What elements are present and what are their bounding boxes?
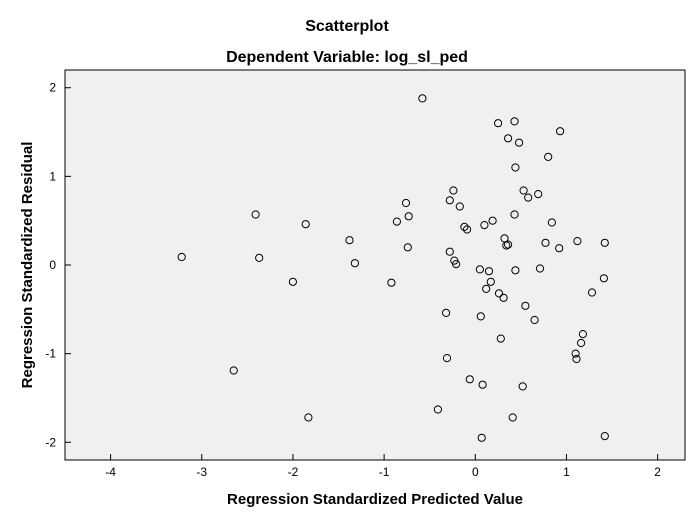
scatter-point	[599, 274, 609, 283]
x-tick-label: 1	[563, 465, 570, 479]
scatter-point	[508, 413, 517, 422]
scatter-point	[578, 330, 588, 339]
scatter-point	[350, 259, 359, 268]
scatter-point	[478, 380, 487, 389]
scatter-point	[304, 413, 313, 422]
scatter-point	[541, 238, 550, 247]
scatter-point	[484, 267, 494, 276]
scatter-point	[433, 405, 442, 414]
x-tick-label: -1	[379, 465, 390, 479]
scatter-point	[477, 433, 486, 442]
scatter-point	[544, 152, 553, 161]
scatter-point	[418, 94, 427, 103]
scatter-point	[511, 163, 520, 172]
scatter-point	[494, 289, 504, 298]
scatter-point	[515, 138, 524, 147]
scatter-point	[600, 432, 609, 441]
plot-area	[64, 69, 686, 461]
scatter-point	[547, 218, 557, 227]
scatter-point	[504, 134, 513, 143]
scatter-point	[511, 266, 520, 275]
scatter-point	[455, 202, 464, 211]
scatter-point	[577, 338, 586, 348]
scatter-point	[573, 237, 582, 246]
scatter-point	[482, 284, 491, 293]
scatter-point	[288, 277, 297, 286]
scatter-point	[392, 217, 401, 226]
y-tick-label: -1	[45, 347, 56, 361]
scatter-point	[524, 193, 533, 202]
scatter-point	[510, 210, 519, 219]
scatter-point	[445, 247, 454, 256]
scatter-point	[229, 366, 238, 375]
scatter-point	[177, 252, 186, 262]
y-tick-label: 0	[49, 258, 56, 272]
scatter-point	[301, 220, 310, 229]
x-tick-label: 0	[472, 465, 479, 479]
y-axis-label: Regression Standardized Residual	[19, 142, 36, 389]
scatter-point	[502, 241, 511, 250]
scatter-point	[530, 315, 539, 325]
scatter-point	[496, 334, 505, 343]
scatter-point	[442, 354, 452, 363]
scatter-point	[476, 312, 485, 321]
scatter-point	[521, 301, 530, 310]
data-points	[177, 94, 609, 442]
scatter-point	[251, 210, 260, 219]
y-axis-ticks: -2 -1 0 1 2	[45, 81, 71, 449]
scatter-point	[556, 127, 565, 136]
scatter-point	[504, 240, 513, 249]
scatter-point	[486, 277, 495, 286]
x-tick-label: 2	[654, 465, 661, 479]
scatter-point	[460, 222, 469, 231]
scatter-point	[255, 253, 264, 262]
scatter-point	[404, 212, 413, 221]
scatter-point	[387, 278, 396, 287]
x-tick-label: -4	[105, 465, 116, 479]
scatter-point	[519, 186, 528, 195]
scatter-point	[535, 264, 545, 273]
scatter-point	[572, 354, 581, 364]
y-tick-label: 1	[49, 169, 56, 183]
scatter-point	[452, 260, 461, 269]
scatter-point	[494, 119, 503, 128]
scatter-point	[534, 190, 543, 199]
scatter-point	[600, 238, 609, 247]
scatter-point	[571, 349, 580, 358]
scatter-point	[465, 375, 474, 384]
scatter-point	[445, 196, 454, 205]
chart-subtitle: Dependent Variable: log_sl_ped	[226, 49, 468, 66]
x-tick-label: -3	[196, 465, 207, 479]
scatter-point	[475, 265, 484, 274]
scatter-point	[463, 225, 472, 234]
scatter-point	[449, 186, 458, 195]
chart-title: Scatterplot	[305, 18, 389, 35]
x-tick-label: -2	[288, 465, 299, 479]
scatter-point	[518, 382, 527, 391]
scatter-point	[587, 288, 597, 297]
scatter-point	[442, 308, 451, 317]
scatter-point	[345, 236, 354, 245]
y-tick-label: -2	[45, 435, 56, 449]
scatter-point	[403, 243, 412, 252]
scatter-point	[510, 117, 519, 126]
scatter-point	[401, 198, 411, 208]
scatter-point	[480, 221, 489, 230]
scatter-point	[499, 293, 508, 302]
scatter-point	[488, 216, 497, 225]
y-tick-label: 2	[49, 81, 56, 95]
x-axis-ticks: -4 -3 -2 -1 0 1 2	[105, 454, 661, 479]
scatter-point	[555, 244, 564, 253]
x-axis-label: Regression Standardized Predicted Value	[227, 491, 523, 508]
